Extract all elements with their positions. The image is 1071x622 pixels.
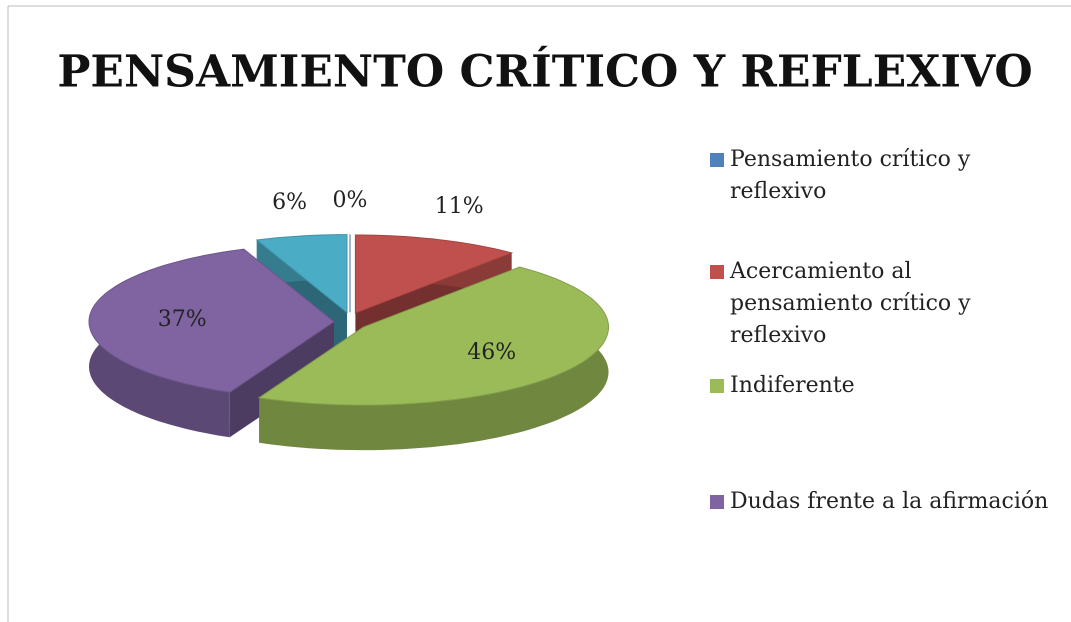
legend-item: Acercamiento al pensamiento crítico y re… [710,256,1050,352]
legend-label: Dudas frente a la afirmación [730,489,1049,514]
legend-label: Indiferente [730,373,855,398]
slice-wall [229,321,334,438]
slice [88,248,335,393]
legend-item: Pensamiento crítico y reflexivo [710,144,1050,208]
legend-swatch [710,265,724,279]
data-label: 46% [467,340,516,365]
legend-item: Indiferente [710,370,1050,402]
legend-swatch [710,379,724,393]
data-label: 0% [333,188,368,213]
legend-item: Dudas frente a la afirmación [710,486,1050,518]
slice [255,234,348,314]
legend-swatch [710,153,724,167]
slice [354,234,514,314]
slice-tops [88,234,609,406]
data-label: 11% [435,194,484,219]
data-label: 37% [158,307,207,332]
legend-label: Acercamiento al pensamiento crítico y re… [730,259,971,348]
slice-side [259,267,609,451]
legend-swatch [710,495,724,509]
legend-label: Pensamiento crítico y reflexivo [730,147,971,204]
data-label: 6% [272,190,307,215]
chart-title: PENSAMIENTO CRÍTICO Y REFLEXIVO [57,45,1032,98]
slice [257,266,609,406]
